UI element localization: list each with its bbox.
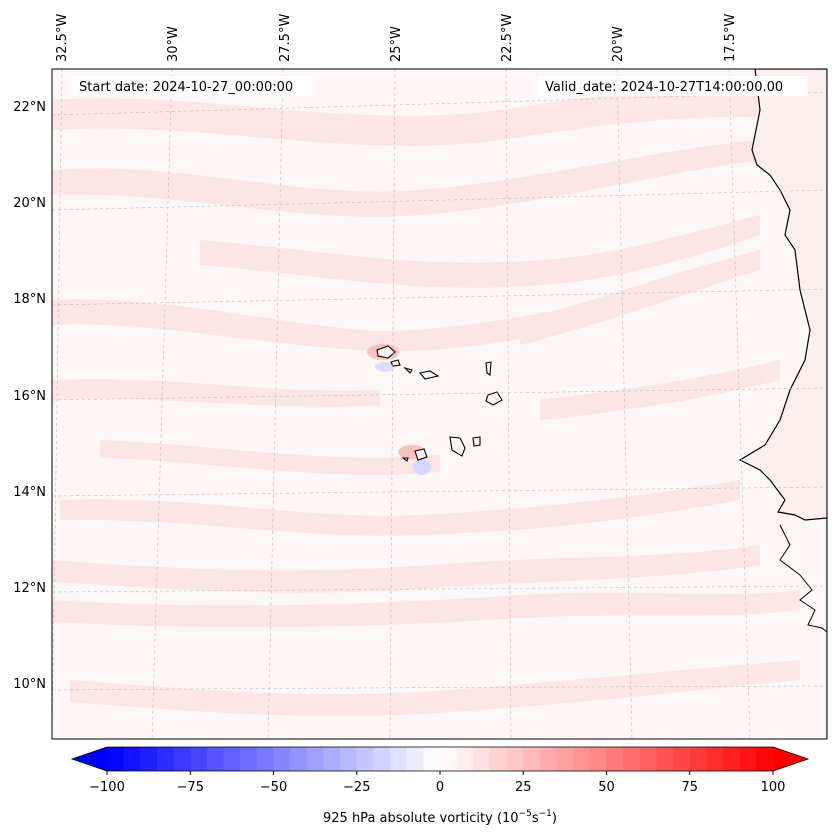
lon-label-20w: 20°W <box>611 26 626 62</box>
cabo-verde-islands <box>376 345 503 462</box>
colorbar-segment <box>739 747 757 771</box>
colorbar-segment <box>656 747 674 771</box>
colorbar-label-end: ) <box>552 811 557 826</box>
colorbar-tick-label: 100 <box>761 780 786 795</box>
africa-landmass <box>738 69 827 739</box>
colorbar-segment <box>473 747 491 771</box>
colorbar-segment <box>190 747 208 771</box>
colorbar <box>70 746 810 772</box>
lon-label-25w: 25°W <box>389 26 404 62</box>
start-date-label: Start date: 2024-10-27_00:00:00 <box>79 80 293 95</box>
latitude-labels: 22°N 20°N 18°N 16°N 14°N 12°N 10°N <box>13 100 46 692</box>
colorbar-segment <box>206 747 225 771</box>
colorbar-segment <box>290 747 308 771</box>
start-date-box <box>72 76 312 96</box>
valid-date-box <box>538 76 808 96</box>
map-frame <box>51 68 828 740</box>
colorbar-label-text: 925 hPa absolute vorticity (10 <box>323 811 519 826</box>
colorbar-label-mid: s <box>532 811 539 826</box>
colorbar-segment <box>390 747 408 771</box>
colorbar-segment <box>623 747 641 771</box>
lon-label-30w: 30°W <box>166 26 181 62</box>
colorbar-segment <box>340 747 358 771</box>
colorbar-segment <box>723 747 741 771</box>
lat-label-20n: 20°N <box>13 196 46 211</box>
colorbar-segment <box>140 747 158 771</box>
colorbar-segment <box>240 747 258 771</box>
lat-label-14n: 14°N <box>13 485 46 500</box>
colorbar-tick-label: −75 <box>177 780 204 795</box>
colorbar-segment <box>323 747 341 771</box>
colorbar-segment <box>373 747 391 771</box>
colorbar-tick-label: 75 <box>681 780 698 795</box>
colorbar-segment <box>456 747 474 771</box>
map-panel <box>52 69 827 739</box>
lon-label-32-5w: 32.5°W <box>55 14 70 62</box>
colorbar-segment <box>273 747 291 771</box>
colorbar-segment <box>406 747 424 771</box>
colorbar-segment <box>156 747 175 771</box>
longitude-labels: 32.5°W 30°W 27.5°W 25°W 22.5°W 20°W 17.5… <box>55 14 738 62</box>
lat-label-16n: 16°N <box>13 389 46 404</box>
colorbar-segment <box>539 747 558 771</box>
colorbar-segment <box>556 747 574 771</box>
colorbar-ticks: −100 −75 −50 −25 0 25 50 75 100 <box>89 771 785 795</box>
colorbar-tick-label: 25 <box>515 780 532 795</box>
vorticity-field <box>52 88 827 717</box>
colorbar-segment <box>440 747 458 771</box>
colorbar-segment <box>673 747 691 771</box>
colorbar-tick-label: −50 <box>260 780 287 795</box>
colorbar-segment <box>689 747 707 771</box>
colorbar-label-exp1: −5 <box>519 809 532 819</box>
colorbar-segment <box>306 747 324 771</box>
colorbar-segment <box>589 747 607 771</box>
vorticity-min-north <box>375 362 395 372</box>
colorbar-tick-label: −100 <box>89 780 125 795</box>
valid-date-label: Valid_date: 2024-10-27T14:00:00.00 <box>545 80 783 95</box>
colorbar-tick-label: 0 <box>436 780 444 795</box>
colorbar-segment <box>506 747 524 771</box>
colorbar-segment <box>573 747 591 771</box>
lon-label-27-5w: 27.5°W <box>278 14 293 62</box>
vorticity-min-south <box>413 459 431 475</box>
colorbar-segment <box>423 747 441 771</box>
gridlines <box>52 69 827 739</box>
colorbar-segment <box>356 747 374 771</box>
colorbar-segment <box>123 747 141 771</box>
lat-label-12n: 12°N <box>13 581 46 596</box>
lat-label-22n: 22°N <box>13 100 46 115</box>
colorbar-segment <box>223 747 241 771</box>
colorbar-segment <box>756 747 774 771</box>
africa-coast-detail <box>779 524 827 633</box>
colorbar-label: 925 hPa absolute vorticity (10−5s−1) <box>323 809 557 826</box>
colorbar-segment <box>706 747 724 771</box>
colorbar-segment <box>173 747 191 771</box>
colorbar-segment <box>107 747 125 771</box>
colorbar-tick-label: 50 <box>598 780 615 795</box>
colorbar-high-extend <box>773 747 808 771</box>
colorbar-segment <box>606 747 624 771</box>
map-background <box>52 69 827 739</box>
colorbar-label-exp2: −1 <box>539 809 552 819</box>
lon-label-17-5w: 17.5°W <box>723 14 738 62</box>
colorbar-segment <box>489 747 508 771</box>
colorbar-tick-label: −25 <box>343 780 370 795</box>
lon-label-22-5w: 22.5°W <box>500 14 515 62</box>
colorbar-low-extend <box>72 747 107 771</box>
colorbar-segment <box>639 747 657 771</box>
lat-label-18n: 18°N <box>13 292 46 307</box>
lat-label-10n: 10°N <box>13 677 46 692</box>
colorbar-segment <box>256 747 274 771</box>
colorbar-segment <box>523 747 541 771</box>
